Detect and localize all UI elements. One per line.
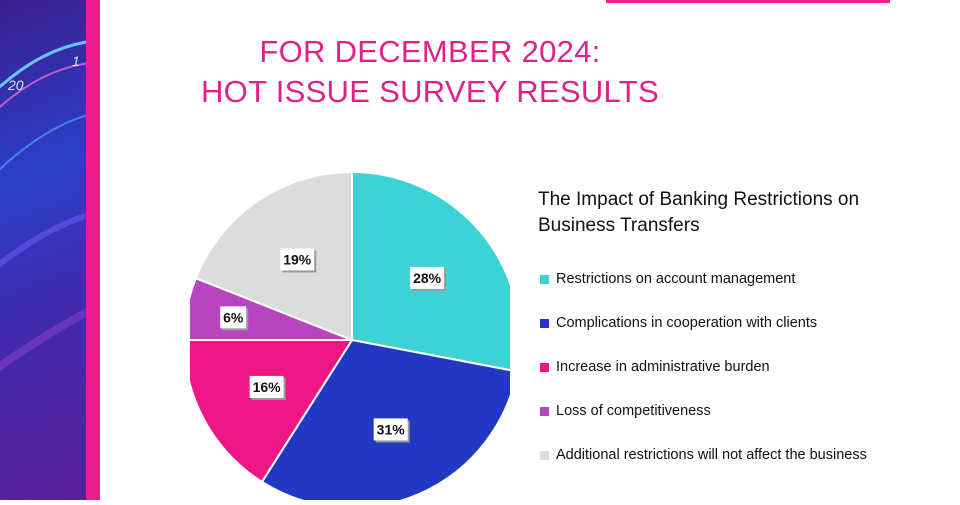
slice-value-text: 31% (377, 421, 406, 437)
slice-data-label: 19% (280, 248, 317, 273)
slice-data-label: 16% (249, 375, 286, 400)
legend-swatch (540, 451, 549, 460)
legend-label: Complications in cooperation with client… (556, 315, 818, 331)
legend-swatch (540, 319, 549, 328)
accent-stripe (86, 0, 100, 500)
legend-item: Loss of competitiveness (540, 400, 900, 444)
slice-data-label: 31% (373, 418, 410, 443)
legend-item: Additional restrictions will not affect … (540, 444, 900, 488)
dial-number-20: 20 (7, 77, 24, 93)
chart-title: The Impact of Banking Restrictions on Bu… (538, 189, 860, 236)
dial-number-1: 1 (72, 53, 80, 69)
legend-item: Complications in cooperation with client… (540, 312, 900, 356)
legend-swatch (540, 407, 549, 416)
page-title: FOR DECEMBER 2024: HOT ISSUE SURVEY RESU… (160, 32, 700, 112)
legend-swatch (540, 275, 549, 284)
chart-legend: Restrictions on account management Compli… (540, 268, 900, 488)
page-title-line1: FOR DECEMBER 2024: (259, 34, 601, 69)
pie-slice (194, 170, 353, 342)
slice-data-label: 6% (220, 306, 249, 331)
legend-label: Restrictions on account management (556, 271, 796, 287)
legend-label: Increase in administrative burden (556, 359, 770, 375)
slice-value-text: 6% (223, 309, 244, 325)
legend-label: Additional restrictions will not affect … (556, 447, 867, 463)
legend-label: Loss of competitiveness (556, 403, 711, 419)
legend-swatch (540, 363, 549, 372)
page-title-line2: HOT ISSUE SURVEY RESULTS (201, 74, 659, 109)
top-accent-rule (606, 0, 890, 3)
legend-item: Increase in administrative burden (540, 356, 900, 400)
slice-value-text: 19% (283, 251, 312, 267)
slice-value-text: 28% (413, 270, 442, 286)
pie-chart: 28% 31% 16% 6% 19% (182, 165, 521, 505)
legend-item: Restrictions on account management (540, 268, 900, 312)
decorative-speedometer-panel: 20 1 (0, 0, 86, 500)
slice-data-label: 28% (410, 266, 447, 291)
slice-value-text: 16% (253, 379, 282, 395)
